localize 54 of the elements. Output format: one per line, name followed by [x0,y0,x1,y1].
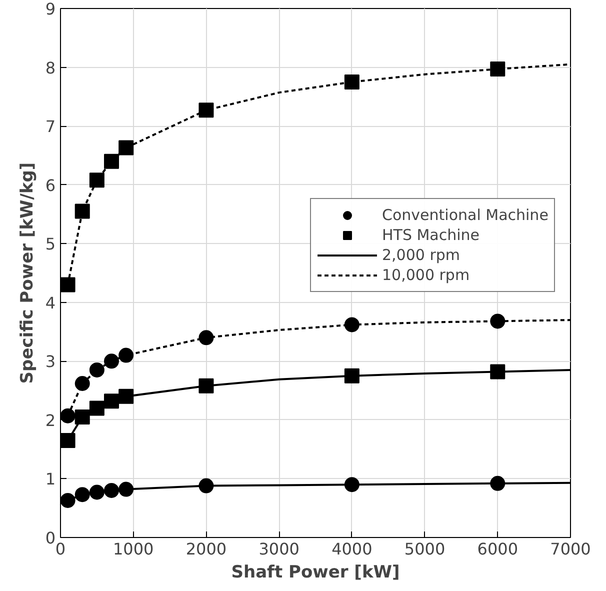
x-tick-label: 3000 [258,540,300,558]
point [344,368,360,384]
y-tick-label: 5 [45,234,56,254]
legend-label: 2,000 rpm [382,246,460,264]
point [490,364,506,380]
point [89,362,104,378]
legend-label: HTS Machine [382,226,480,244]
point [490,314,506,329]
y-tick-label: 4 [45,293,56,312]
x-tick-label: 4000 [332,540,372,558]
point [344,74,360,90]
point [60,408,76,424]
y-tick-label: 7 [45,117,56,136]
point [74,487,90,502]
point [118,140,134,156]
point [89,172,104,188]
point [89,400,104,416]
x-axis-title: Shaft Power [kW] [231,562,400,582]
point [60,433,76,448]
legend-label: Conventional Machine [382,206,548,224]
legend-label: 10,000 rpm [382,266,470,284]
x-tick-label: 7000 [550,540,591,558]
point [118,482,134,497]
point [490,476,506,491]
point [198,478,214,494]
y-tick-label: 2 [45,410,56,430]
x-tick-label: 1000 [113,540,154,558]
point [118,388,134,404]
y-tick-label: 1 [45,470,56,489]
point [60,277,76,292]
x-tick-label: 2000 [186,540,227,558]
point [118,348,134,363]
point [104,154,119,169]
y-tick-label: 8 [45,58,56,78]
point [74,410,90,425]
y-tick-label: 6 [45,176,56,195]
y-tick-label: 9 [45,0,56,18]
point [490,62,506,77]
point [198,330,214,346]
point [60,492,76,508]
point [89,484,104,500]
point [74,376,90,391]
x-tick-label: 6000 [477,540,518,558]
point [74,204,90,219]
point [198,102,214,118]
point [104,482,119,498]
point [198,378,214,394]
y-axis-title: Specific Power [kW/kg] [17,162,38,384]
point [344,317,360,332]
point [344,477,360,492]
x-tick-label: 5000 [404,540,446,558]
y-tick-label: 3 [45,352,56,372]
point [104,354,119,369]
point [104,394,119,409]
